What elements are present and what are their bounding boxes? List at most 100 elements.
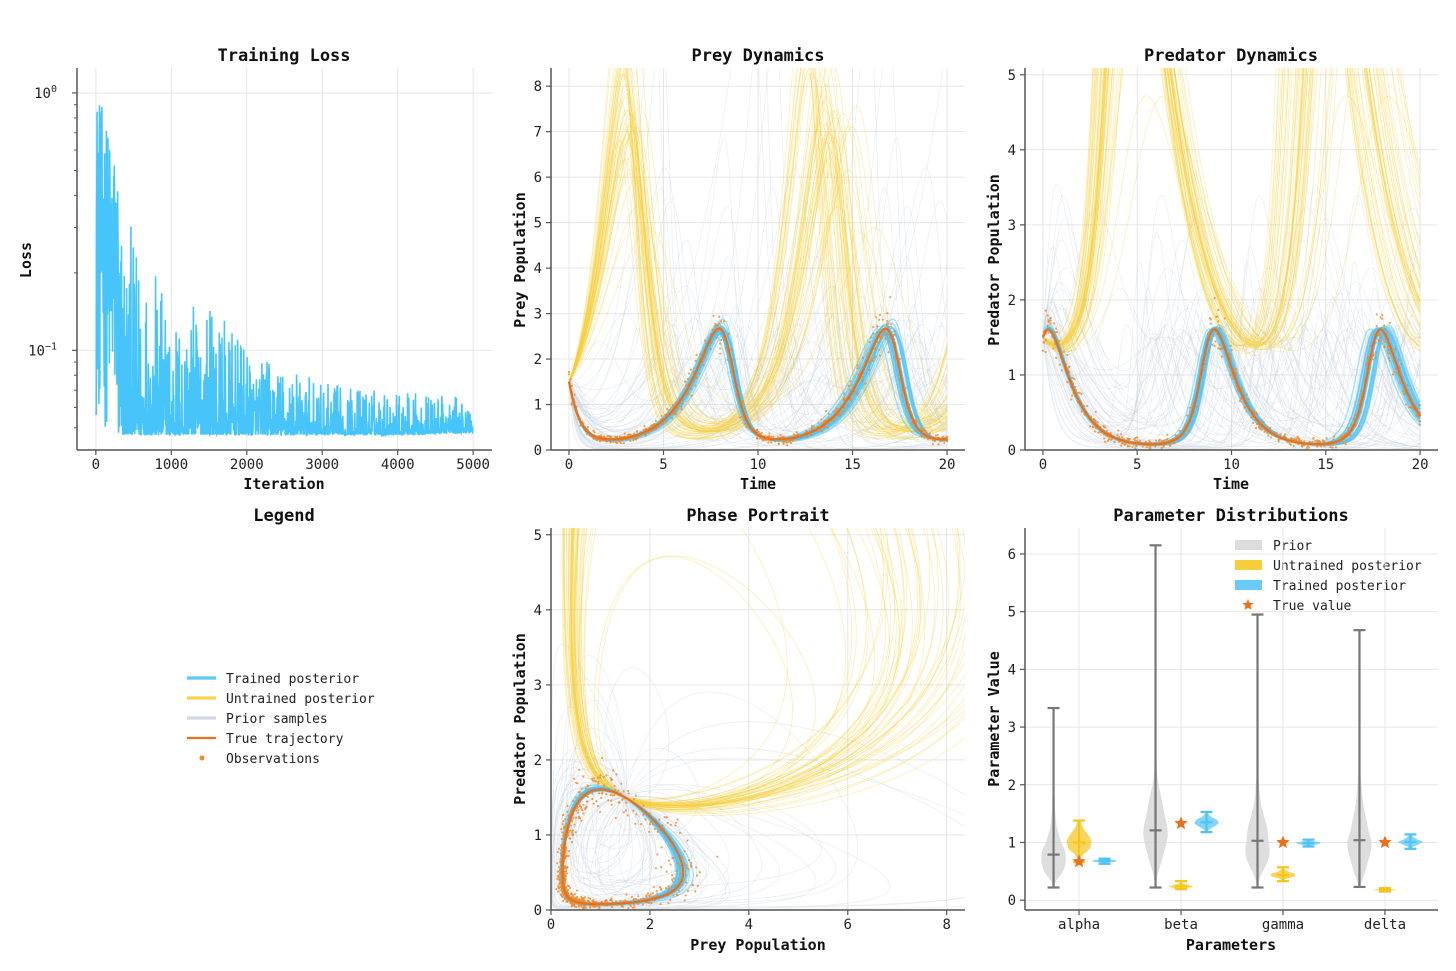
predator-observation-point <box>1120 433 1123 436</box>
prey-xtick-label: 5 <box>659 457 667 473</box>
phase-observation-point <box>560 845 563 848</box>
prey-observation-point <box>842 406 846 409</box>
prey-untrained-trajectory <box>568 73 948 435</box>
phase-observation-point <box>679 864 682 867</box>
predator-observation-point <box>1270 436 1273 439</box>
prey-untrained-trajectory <box>568 68 948 427</box>
prey-observation-point <box>923 436 926 440</box>
phase-observation-point <box>561 831 564 834</box>
predator-observation-point <box>1058 363 1061 366</box>
params-ytick-label: 3 <box>1008 720 1016 736</box>
prey-observation-point <box>842 409 846 412</box>
loss-xtick-label: 1000 <box>154 457 188 473</box>
phase-observation-point <box>563 897 567 900</box>
phase-observation-point <box>674 824 677 827</box>
predator-observation-point <box>1149 445 1152 448</box>
phase-observation-point <box>669 898 672 902</box>
prey-observation-point <box>777 442 780 445</box>
predator-observation-point <box>1371 354 1375 357</box>
prey-observation-point <box>666 407 669 411</box>
phase-true-trajectory <box>561 788 685 906</box>
predator-observation-point <box>1277 438 1280 441</box>
prey-observation-point <box>868 340 871 344</box>
phase-observation-point <box>566 891 569 895</box>
phase-ytick-label: 2 <box>534 753 542 769</box>
prey-xtick-label: 10 <box>750 457 767 473</box>
phase-observation-point <box>658 818 661 821</box>
phase-observation-point <box>683 899 686 902</box>
legend-label-prior: Prior samples <box>226 712 328 727</box>
predator-observation-point <box>1211 343 1214 346</box>
predator-observation-point <box>1383 345 1386 348</box>
prey-untrained-trajectory <box>568 137 948 433</box>
predator-observation-point <box>1154 445 1157 448</box>
predator-untrained-trajectory <box>1042 68 1421 347</box>
predator-observation-point <box>1136 439 1139 442</box>
phase-observation-point <box>571 829 574 832</box>
prey-untrained-trajectory <box>568 124 948 428</box>
predator-observation-point <box>1157 439 1160 442</box>
predator-observation-point <box>1365 364 1368 367</box>
prey-observation-point <box>887 351 890 354</box>
phase-observation-point <box>690 861 693 865</box>
phase-prior-trajectory <box>553 761 653 901</box>
predator-ytick-label: 2 <box>1008 293 1016 309</box>
predator-observation-point <box>1367 356 1370 359</box>
predator-observation-point <box>1397 358 1400 361</box>
prey-observation-point <box>721 337 725 340</box>
prey-observation-point <box>685 384 688 388</box>
phase-observation-point <box>646 892 650 895</box>
params-ylabel: Parameter Value <box>985 651 1003 786</box>
phase-observation-point <box>627 792 630 795</box>
prey-observation-point <box>660 423 663 426</box>
predator-observation-point <box>1333 435 1336 438</box>
prey-ytick-label: 1 <box>534 398 542 414</box>
prey-untrained-trajectory <box>568 178 948 421</box>
prey-observation-point <box>635 436 639 440</box>
prey-prior-trajectory <box>568 304 947 446</box>
phase-observation-point <box>716 855 719 858</box>
phase-untrained-trajectory <box>584 528 876 811</box>
prey-observation-point <box>931 442 934 445</box>
predator-observation-point <box>1341 442 1344 445</box>
phase-observation-point <box>671 880 674 883</box>
loss-xlabel: Iteration <box>243 475 324 493</box>
predator-observation-point <box>1410 406 1413 409</box>
phase-prior-trajectory <box>581 796 688 883</box>
prey-observation-point <box>842 397 846 400</box>
prey-prior-trajectory <box>568 306 948 426</box>
prey-observation-point <box>570 402 573 405</box>
predator-observation-point <box>1070 398 1073 401</box>
prey-observation-point <box>720 320 723 323</box>
phase-observation-point <box>571 894 574 897</box>
prey-untrained-trajectory <box>568 68 948 430</box>
phase-observation-point <box>661 824 664 827</box>
phase-observation-point <box>637 895 640 898</box>
prey-ytick-label: 5 <box>534 216 542 232</box>
predator-observation-point <box>1388 359 1392 362</box>
prey-observation-point <box>868 368 871 371</box>
prey-prior-trajectory <box>568 380 948 432</box>
prey-observation-point <box>719 342 722 345</box>
prey-observation-point <box>680 405 683 408</box>
phase-observation-point <box>651 892 655 895</box>
phase-observation-point <box>676 862 679 865</box>
params-legend: Prior Untrained posterior Trained poster… <box>1229 535 1434 617</box>
phase-untrained-trajectory <box>564 528 965 804</box>
prey-observation-point <box>921 428 924 432</box>
phase-observation-point <box>559 872 562 875</box>
predator-untrained-trajectory <box>1042 68 1421 348</box>
phase-observation-point <box>566 865 569 869</box>
predator-observation-point <box>1178 429 1181 433</box>
phase-observation-point <box>572 799 575 803</box>
predator-observation-point <box>1269 426 1272 429</box>
phase-prior-trajectory <box>572 795 781 904</box>
legend-label-trained: Trained posterior <box>226 672 359 687</box>
phase-observation-point <box>597 780 600 784</box>
prey-observation-point <box>599 440 602 443</box>
phase-observation-point <box>667 885 670 888</box>
prey-observation-point <box>933 439 936 442</box>
predator-observation-point <box>1131 445 1134 449</box>
prey-observation-point <box>725 350 728 353</box>
prey-untrained-trajectory <box>568 68 948 437</box>
